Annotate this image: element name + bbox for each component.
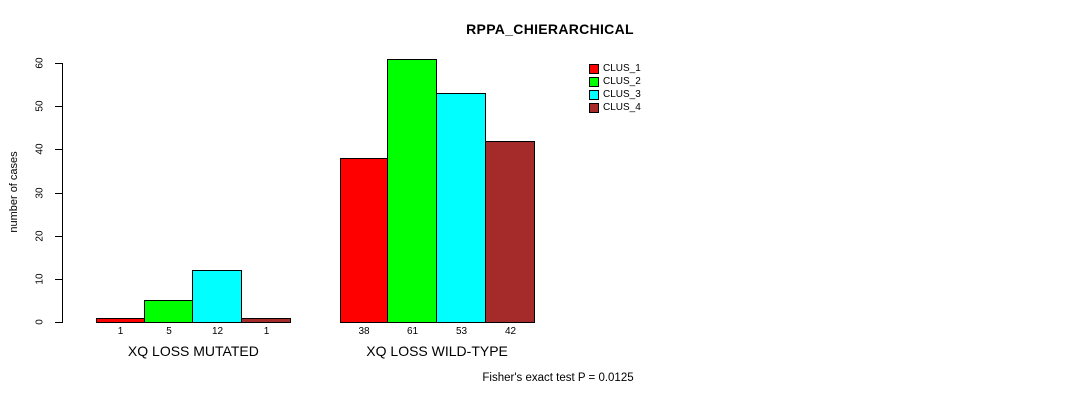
bar-clus-2-xq-loss-mutated — [144, 300, 193, 323]
y-axis-tick — [55, 106, 62, 107]
y-axis-tick — [55, 63, 62, 64]
bar-value-label: 12 — [211, 326, 224, 337]
bar-value-label: 1 — [263, 326, 270, 337]
legend-swatch-clus-3 — [589, 89, 599, 100]
legend-label: CLUS_3 — [603, 89, 641, 100]
legend-label: CLUS_2 — [603, 76, 641, 87]
legend-item-clus-4: CLUS_4 — [589, 101, 641, 114]
y-axis-tick-label: 0 — [34, 319, 46, 325]
y-axis-tick — [55, 236, 62, 237]
y-axis-tick — [55, 322, 62, 323]
legend-item-clus-3: CLUS_3 — [589, 88, 641, 101]
y-axis-tick — [55, 279, 62, 280]
bar-clus-1-xq-loss-wild-type — [340, 158, 388, 323]
y-axis-tick-label: 30 — [34, 187, 46, 199]
legend-swatch-clus-4 — [589, 102, 599, 113]
x-axis-category-label-xq-loss-wild-type: XQ LOSS WILD-TYPE — [366, 343, 508, 359]
x-axis-category-label-xq-loss-mutated: XQ LOSS MUTATED — [127, 343, 259, 359]
bar-clus-1-xq-loss-mutated — [96, 318, 145, 323]
y-axis-tick — [55, 193, 62, 194]
legend-swatch-clus-1 — [589, 63, 599, 74]
chart-title: RPPA_CHIERARCHICAL — [466, 21, 634, 37]
legend: CLUS_1 CLUS_2 CLUS_3 CLUS_4 — [589, 62, 641, 114]
bar-value-label: 53 — [455, 326, 468, 337]
bar-clus-2-xq-loss-wild-type — [387, 59, 437, 323]
legend-item-clus-2: CLUS_2 — [589, 75, 641, 88]
bar-clus-3-xq-loss-mutated — [192, 270, 242, 323]
bar-value-label: 38 — [358, 326, 370, 337]
y-axis-line — [62, 63, 63, 323]
y-axis-tick-label: 10 — [34, 273, 46, 285]
fisher-test-note: Fisher's exact test P = 0.0125 — [482, 372, 634, 384]
y-axis-tick-label: 20 — [34, 230, 46, 242]
legend-swatch-clus-2 — [589, 76, 599, 87]
y-axis-tick — [55, 149, 62, 150]
legend-label: CLUS_1 — [603, 63, 641, 74]
y-axis-tick-label: 60 — [34, 57, 46, 69]
bar-value-label: 1 — [117, 326, 124, 337]
bar-clus-4-xq-loss-mutated — [241, 318, 291, 323]
y-axis-tick-label: 40 — [34, 143, 46, 155]
y-axis-label: number of cases — [8, 151, 20, 233]
y-axis-tick-label: 50 — [34, 100, 46, 112]
legend-item-clus-1: CLUS_1 — [589, 62, 641, 75]
bar-clus-3-xq-loss-wild-type — [436, 93, 486, 323]
bar-value-label: 61 — [406, 326, 419, 337]
legend-label: CLUS_4 — [603, 102, 641, 113]
bar-clus-4-xq-loss-wild-type — [485, 141, 535, 323]
bar-value-label: 42 — [504, 326, 517, 337]
bar-value-label: 5 — [166, 326, 172, 337]
